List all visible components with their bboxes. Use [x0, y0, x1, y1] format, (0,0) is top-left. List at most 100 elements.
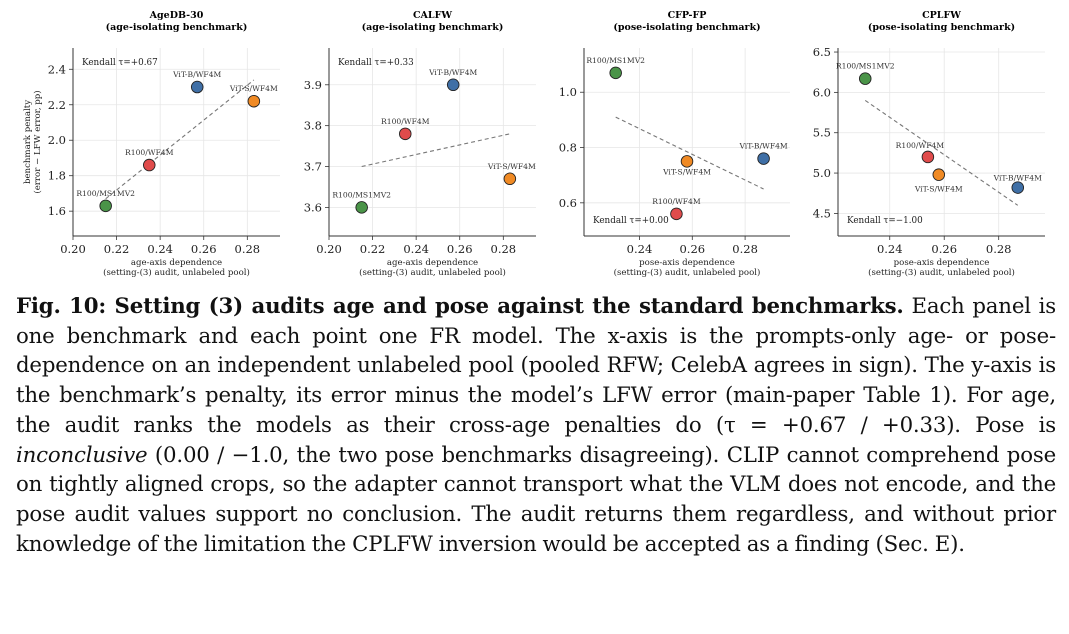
y-tick-label: 2.4 — [48, 62, 66, 76]
x-axis-label: age-axis dependence — [387, 258, 478, 268]
kendall-tau: Kendall τ=+0.67 — [82, 58, 158, 68]
point-label: R100/WF4M — [896, 141, 945, 150]
panel-subtitle: (age-isolating benchmark) — [106, 22, 248, 33]
data-point — [446, 78, 460, 92]
panel-agedb-30: AgeDB-30(age-isolating benchmark) 0.20 0.2… — [23, 10, 280, 278]
y-tick-label: 5.5 — [813, 126, 831, 140]
x-tick-label: 0.26 — [447, 242, 473, 256]
y-tick-label: 3.7 — [304, 160, 322, 174]
x-tick-label: 0.20 — [316, 242, 342, 256]
y-tick-label: 1.6 — [48, 204, 66, 218]
data-point — [680, 155, 694, 168]
y-tick-label: 3.6 — [304, 200, 322, 214]
trend-line — [105, 79, 255, 200]
caption-text-1: Each panel is one benchmark and each poi… — [16, 294, 1056, 438]
panel-title: CALFW — [413, 10, 452, 21]
panel-title: CFP-FP — [668, 10, 707, 21]
x-axis-sublabel: (setting-(3) audit, unlabeled pool) — [868, 267, 1015, 278]
point-label: R100/MS1MV2 — [332, 190, 391, 199]
y-tick-label: 2.2 — [48, 98, 66, 112]
point-label: R100/WF4M — [381, 117, 430, 126]
point-label: ViT-B/WF4M — [738, 142, 787, 151]
data-point — [609, 66, 622, 80]
panel-title: AgeDB-30 — [149, 10, 204, 21]
x-axis-label: pose-axis dependence — [639, 258, 735, 268]
x-tick-label: 0.24 — [403, 242, 429, 256]
x-tick-label: 0.22 — [104, 242, 130, 256]
y-tick-label: 3.8 — [304, 119, 322, 133]
data-point — [757, 152, 770, 165]
panel-title: CPLFW — [922, 10, 961, 21]
x-axis-sublabel: (setting-(3) audit, unlabeled pool) — [614, 267, 761, 278]
point-label: ViT-B/WF4M — [993, 174, 1042, 183]
x-axis-label: age-axis dependence — [131, 258, 222, 268]
x-tick-label: 0.28 — [491, 242, 517, 256]
panel-subtitle: (age-isolating benchmark) — [362, 22, 504, 33]
x-tick-label: 0.24 — [877, 242, 903, 256]
x-tick-label: 0.28 — [986, 242, 1012, 256]
kendall-tau: Kendall τ=+0.00 — [593, 216, 669, 226]
data-point — [355, 201, 368, 214]
y-tick-label: 0.8 — [559, 141, 577, 155]
data-point — [99, 199, 112, 213]
y-tick-label: 2.0 — [48, 133, 66, 147]
data-point — [247, 94, 261, 108]
data-point — [858, 72, 872, 85]
point-label: R100/MS1MV2 — [76, 189, 135, 198]
x-tick-label: 0.28 — [732, 242, 758, 256]
point-label: R100/MS1MV2 — [586, 56, 645, 65]
kendall-tau: Kendall τ=−1.00 — [847, 216, 923, 226]
point-label: R100/WF4M — [125, 148, 174, 157]
data-point — [143, 158, 156, 172]
panel-subtitle: (pose-isolating benchmark) — [868, 22, 1015, 33]
y-tick-label: 1.8 — [48, 169, 66, 183]
y-axis-label: benchmark penalty — [23, 100, 33, 184]
caption-emphasis: inconclusive — [16, 442, 148, 468]
point-label: ViT-S/WF4M — [229, 84, 278, 93]
y-axis-sublabel: (error − LFW error, pp) — [32, 90, 43, 193]
x-axis-sublabel: (setting-(3) audit, unlabeled pool) — [359, 267, 506, 278]
y-tick-label: 4.5 — [813, 206, 831, 220]
data-point — [921, 150, 935, 164]
point-label: ViT-S/WF4M — [487, 162, 536, 171]
x-tick-label: 0.26 — [931, 242, 957, 256]
trend-line — [615, 116, 764, 190]
figure: AgeDB-30 (age-isolating benchmark) 0.20 0.2… — [0, 0, 1069, 290]
panel-cfp-fp: CFP-FP(pose-isolating benchmark) 0.24 0.26… — [559, 10, 790, 278]
y-tick-label: 3.9 — [304, 78, 322, 92]
point-label: ViT-B/WF4M — [172, 70, 221, 79]
y-tick-label: 1.0 — [559, 85, 577, 99]
y-tick-label: 6.0 — [813, 85, 831, 99]
point-label: ViT-S/WF4M — [914, 185, 963, 194]
x-tick-label: 0.24 — [627, 242, 653, 256]
panel-subtitle: (pose-isolating benchmark) — [613, 22, 760, 33]
y-tick-label: 6.5 — [813, 45, 831, 59]
point-label: R100/MS1MV2 — [836, 62, 895, 71]
x-tick-label: 0.24 — [147, 242, 173, 256]
x-tick-label: 0.26 — [191, 242, 217, 256]
panel-cplfw: CPLFW(pose-isolating benchmark) 0.24 0.26 0… — [813, 10, 1045, 278]
data-point — [503, 172, 517, 186]
data-point — [190, 80, 204, 94]
kendall-tau: Kendall τ=+0.33 — [338, 58, 414, 68]
trend-line — [361, 133, 510, 168]
y-tick-label: 5.0 — [813, 166, 831, 180]
x-tick-label: 0.28 — [235, 242, 261, 256]
x-tick-label: 0.26 — [679, 242, 705, 256]
x-tick-label: 0.20 — [60, 242, 86, 256]
x-axis-sublabel: (setting-(3) audit, unlabeled pool) — [103, 267, 250, 278]
x-tick-label: 0.22 — [360, 242, 386, 256]
data-point — [932, 168, 946, 181]
data-point — [399, 127, 412, 141]
point-label: ViT-B/WF4M — [428, 68, 477, 77]
y-tick-label: 0.6 — [559, 196, 577, 210]
panel-calfw: CALFW(age-isolating benchmark) 0.20 0.22 0.… — [304, 10, 536, 278]
trend-line — [864, 99, 1019, 206]
point-label: R100/WF4M — [652, 197, 701, 206]
figure-caption: Fig. 10: Setting (3) audits age and pose… — [16, 292, 1056, 559]
figure-canvas: AgeDB-30(age-isolating benchmark)0.20 0.2… — [23, 10, 1045, 278]
data-point — [1011, 181, 1025, 194]
x-axis-label: pose-axis dependence — [894, 258, 990, 268]
data-point — [670, 207, 683, 221]
caption-lead: Fig. 10: Setting (3) audits age and pose… — [16, 294, 904, 319]
